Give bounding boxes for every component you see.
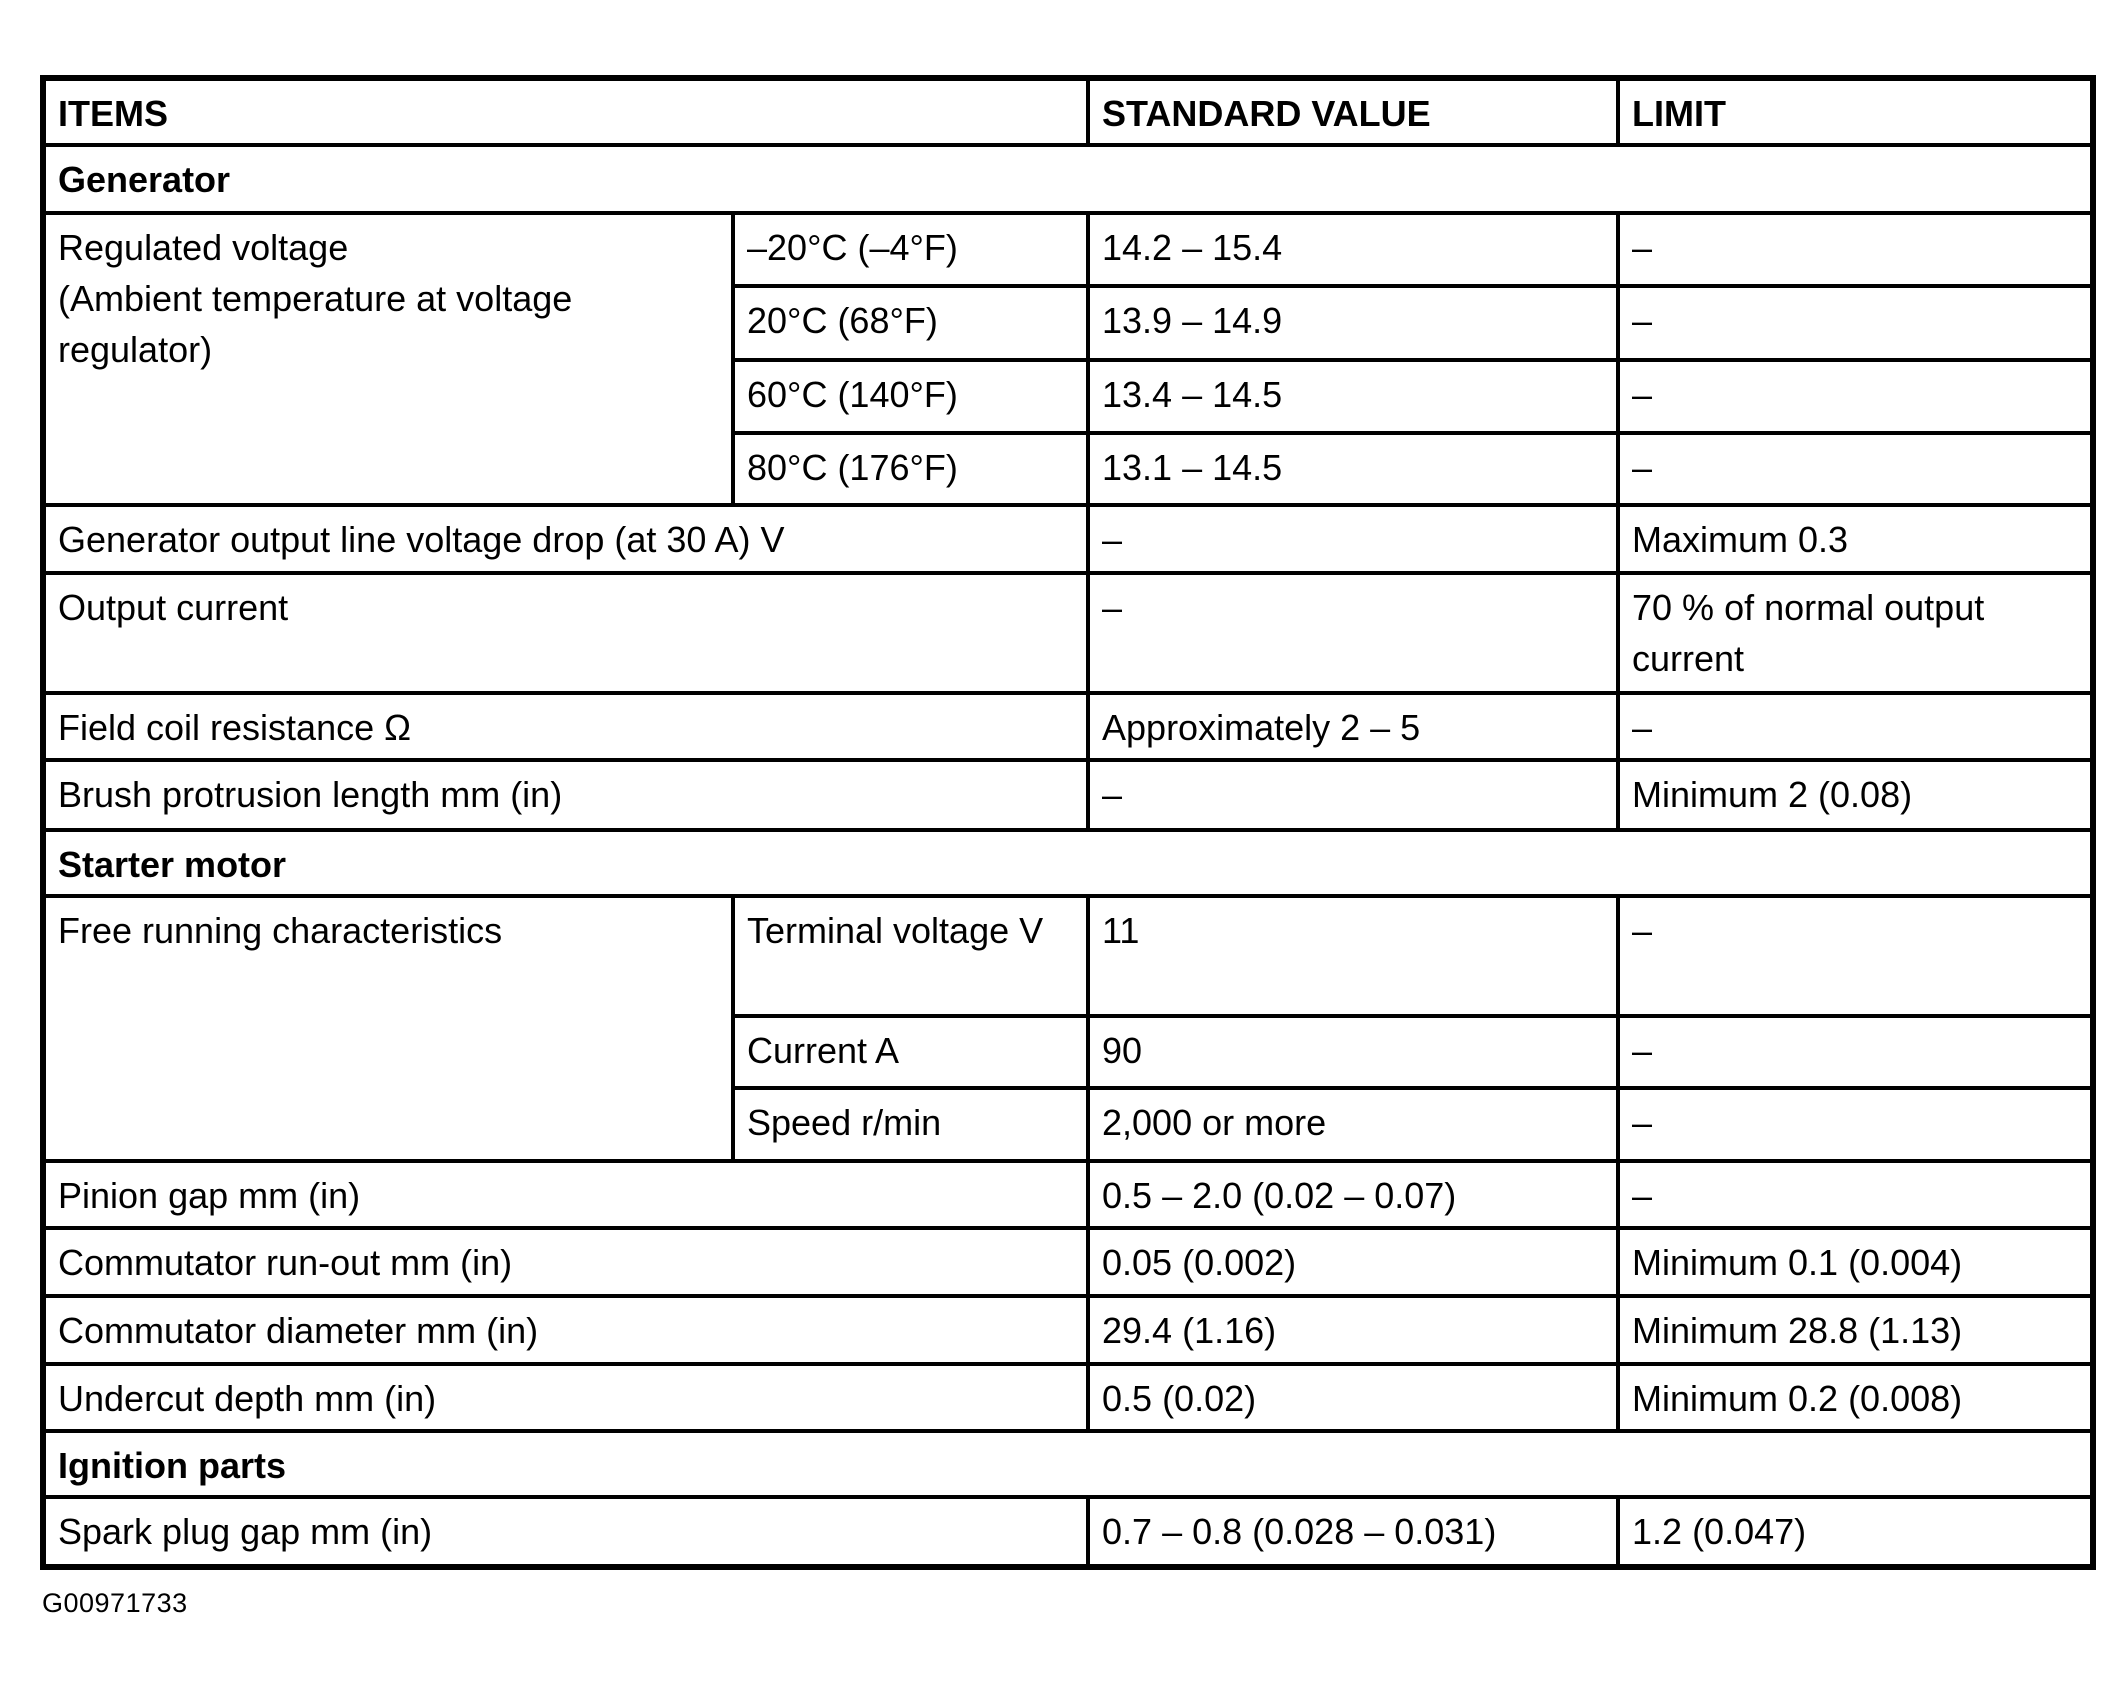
section-row-starter-motor: Starter motor — [40, 828, 2096, 899]
item-label: Spark plug gap mm (in) — [40, 1495, 1091, 1570]
item-label-line2: (Ambient temperature at voltage regulato… — [58, 278, 573, 371]
standard-value-cell: 0.7 – 0.8 (0.028 – 0.031) — [1086, 1495, 1621, 1570]
standard-value-cell: – — [1086, 758, 1621, 833]
table-row: Generator output line voltage drop (at 3… — [40, 503, 2096, 576]
sub-item-label: 60°C (140°F) — [730, 358, 1091, 436]
sub-item-label: 80°C (176°F) — [730, 431, 1091, 508]
table-row: Pinion gap mm (in) 0.5 – 2.0 (0.02 – 0.0… — [40, 1159, 2096, 1231]
item-label-free-running: Free running characteristics — [41, 894, 735, 1164]
table-row: Commutator run-out mm (in) 0.05 (0.002) … — [40, 1226, 2096, 1299]
limit-cell: – — [1616, 358, 2096, 436]
limit-cell: Minimum 0.1 (0.004) — [1616, 1226, 2096, 1299]
item-label: Field coil resistance Ω — [40, 691, 1091, 763]
limit-cell: – — [1616, 284, 2096, 363]
standard-value-cell: 11 — [1086, 894, 1621, 1019]
item-label: Output current — [40, 571, 1091, 696]
header-row: ITEMS STANDARD VALUE LIMIT — [40, 75, 2096, 148]
spec-table: ITEMS STANDARD VALUE LIMIT Generator Reg… — [40, 75, 2097, 1571]
section-header-generator: Generator — [40, 143, 2096, 216]
table-row: Regulated voltage (Ambient temperature a… — [41, 211, 2096, 508]
limit-cell: – — [1616, 691, 2096, 763]
standard-value-cell: – — [1086, 503, 1621, 576]
standard-value-cell: 29.4 (1.16) — [1086, 1294, 1621, 1367]
section-row-ignition-parts: Ignition parts — [40, 1429, 2096, 1500]
standard-value-cell: – — [1086, 571, 1621, 696]
sub-item-label: –20°C (–4°F) — [730, 211, 1091, 289]
item-label: Brush protrusion length mm (in) — [40, 758, 1091, 833]
sub-item-label: 20°C (68°F) — [730, 284, 1091, 363]
table-row: Current A 90 – — [43, 1014, 2096, 1091]
limit-cell: – — [1616, 211, 2096, 289]
table-row: Commutator diameter mm (in) 29.4 (1.16) … — [40, 1294, 2096, 1367]
sub-item-label: Terminal voltage V — [730, 894, 1091, 1019]
section-row-generator: Generator — [40, 143, 2096, 216]
limit-cell: Minimum 2 (0.08) — [1616, 758, 2096, 833]
limit-cell: 1.2 (0.047) — [1616, 1495, 2096, 1570]
col-header-limit: LIMIT — [1616, 75, 2096, 148]
limit-cell: Minimum 28.8 (1.13) — [1616, 1294, 2096, 1367]
sub-item-label: Current A — [730, 1014, 1091, 1091]
item-label: Commutator run-out mm (in) — [40, 1226, 1091, 1299]
table-row: Spark plug gap mm (in) 0.7 – 0.8 (0.028 … — [40, 1495, 2096, 1570]
standard-value-cell: 13.4 – 14.5 — [1086, 358, 1621, 436]
limit-cell: – — [1616, 1014, 2096, 1091]
limit-cell: Maximum 0.3 — [1616, 503, 2096, 576]
table-row: Brush protrusion length mm (in) – Minimu… — [40, 758, 2096, 833]
standard-value-cell: 13.9 – 14.9 — [1086, 284, 1621, 363]
sub-item-label: Speed r/min — [730, 1086, 1091, 1164]
table-row: Undercut depth mm (in) 0.5 (0.02) Minimu… — [40, 1362, 2096, 1434]
item-label: Pinion gap mm (in) — [40, 1159, 1091, 1231]
col-header-standard-value: STANDARD VALUE — [1086, 75, 1621, 148]
item-label-line1: Regulated voltage — [58, 227, 349, 269]
standard-value-cell: 0.05 (0.002) — [1086, 1226, 1621, 1299]
table-row: Field coil resistance Ω Approximately 2 … — [40, 691, 2096, 763]
table-row: 60°C (140°F) 13.4 – 14.5 – — [43, 358, 2096, 436]
table-row: Output current – 70 % of normal output c… — [40, 571, 2096, 696]
table-row: 20°C (68°F) 13.9 – 14.9 – — [43, 284, 2096, 363]
limit-cell: Minimum 0.2 (0.008) — [1616, 1362, 2096, 1434]
standard-value-cell: 0.5 – 2.0 (0.02 – 0.07) — [1086, 1159, 1621, 1231]
section-header-ignition-parts: Ignition parts — [40, 1429, 2096, 1500]
section-header-starter-motor: Starter motor — [40, 828, 2096, 899]
standard-value-cell: 0.5 (0.02) — [1086, 1362, 1621, 1434]
item-label-regulated-voltage: Regulated voltage (Ambient temperature a… — [41, 211, 735, 508]
standard-value-cell: Approximately 2 – 5 — [1086, 691, 1621, 763]
standard-value-cell: 14.2 – 15.4 — [1086, 211, 1621, 289]
standard-value-cell: 13.1 – 14.5 — [1086, 431, 1621, 508]
standard-value-cell: 90 — [1086, 1014, 1621, 1091]
standard-value-cell: 2,000 or more — [1086, 1086, 1621, 1164]
limit-cell: – — [1616, 431, 2096, 508]
table-row: 80°C (176°F) 13.1 – 14.5 – — [43, 431, 2096, 508]
table-row: Free running characteristics Terminal vo… — [41, 894, 2096, 1164]
limit-cell: – — [1616, 1159, 2096, 1231]
limit-cell: 70 % of normal output current — [1616, 571, 2096, 696]
item-label: Commutator diameter mm (in) — [40, 1294, 1091, 1367]
item-label: Undercut depth mm (in) — [40, 1362, 1091, 1434]
limit-cell: – — [1616, 894, 2096, 1019]
item-label: Generator output line voltage drop (at 3… — [40, 503, 1091, 576]
col-header-items: ITEMS — [40, 75, 1091, 148]
table-row: Speed r/min 2,000 or more – — [43, 1086, 2096, 1164]
limit-cell: – — [1616, 1086, 2096, 1164]
figure-id: G00971733 — [42, 1588, 188, 1618]
